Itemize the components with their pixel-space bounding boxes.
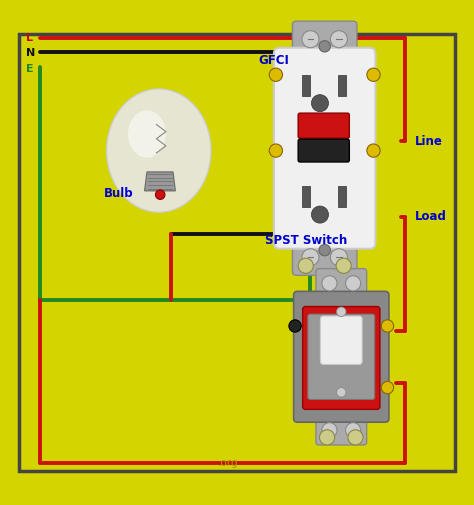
Circle shape xyxy=(269,68,283,81)
Text: GFCI: GFCI xyxy=(258,54,289,67)
FancyBboxPatch shape xyxy=(298,113,349,138)
Circle shape xyxy=(155,190,165,199)
Circle shape xyxy=(319,40,330,52)
Circle shape xyxy=(330,31,347,48)
FancyBboxPatch shape xyxy=(298,139,349,162)
Ellipse shape xyxy=(128,110,166,158)
FancyBboxPatch shape xyxy=(293,291,389,422)
FancyBboxPatch shape xyxy=(292,237,357,275)
Circle shape xyxy=(311,206,328,223)
Circle shape xyxy=(381,320,393,332)
FancyBboxPatch shape xyxy=(302,307,380,410)
Bar xyxy=(302,75,310,96)
Circle shape xyxy=(336,258,351,273)
Circle shape xyxy=(337,388,346,397)
Circle shape xyxy=(289,320,301,332)
Ellipse shape xyxy=(107,89,211,212)
FancyBboxPatch shape xyxy=(316,269,367,300)
Circle shape xyxy=(367,144,380,157)
Circle shape xyxy=(322,423,337,438)
Text: N: N xyxy=(26,48,36,59)
Circle shape xyxy=(330,248,347,266)
Circle shape xyxy=(302,31,319,48)
Bar xyxy=(302,186,310,208)
Text: .org: .org xyxy=(218,459,239,469)
Text: L: L xyxy=(26,33,33,43)
Circle shape xyxy=(298,258,313,273)
Circle shape xyxy=(381,381,393,394)
Text: Bulb: Bulb xyxy=(104,187,134,200)
Circle shape xyxy=(348,430,363,445)
FancyBboxPatch shape xyxy=(292,21,357,60)
FancyBboxPatch shape xyxy=(316,413,367,445)
Text: Line: Line xyxy=(415,135,443,147)
Circle shape xyxy=(319,244,330,256)
FancyBboxPatch shape xyxy=(274,48,375,248)
Circle shape xyxy=(367,68,380,81)
Circle shape xyxy=(346,276,361,291)
Circle shape xyxy=(319,430,335,445)
Text: SPST Switch: SPST Switch xyxy=(265,234,348,247)
Circle shape xyxy=(337,307,346,317)
Text: Load: Load xyxy=(415,211,447,223)
FancyBboxPatch shape xyxy=(320,316,362,365)
FancyBboxPatch shape xyxy=(308,314,374,399)
Circle shape xyxy=(346,423,361,438)
Circle shape xyxy=(322,276,337,291)
Circle shape xyxy=(311,94,328,112)
Text: E: E xyxy=(26,64,34,74)
Polygon shape xyxy=(145,172,175,191)
Bar xyxy=(338,186,346,208)
Circle shape xyxy=(269,144,283,157)
Bar xyxy=(338,75,346,96)
Circle shape xyxy=(302,248,319,266)
